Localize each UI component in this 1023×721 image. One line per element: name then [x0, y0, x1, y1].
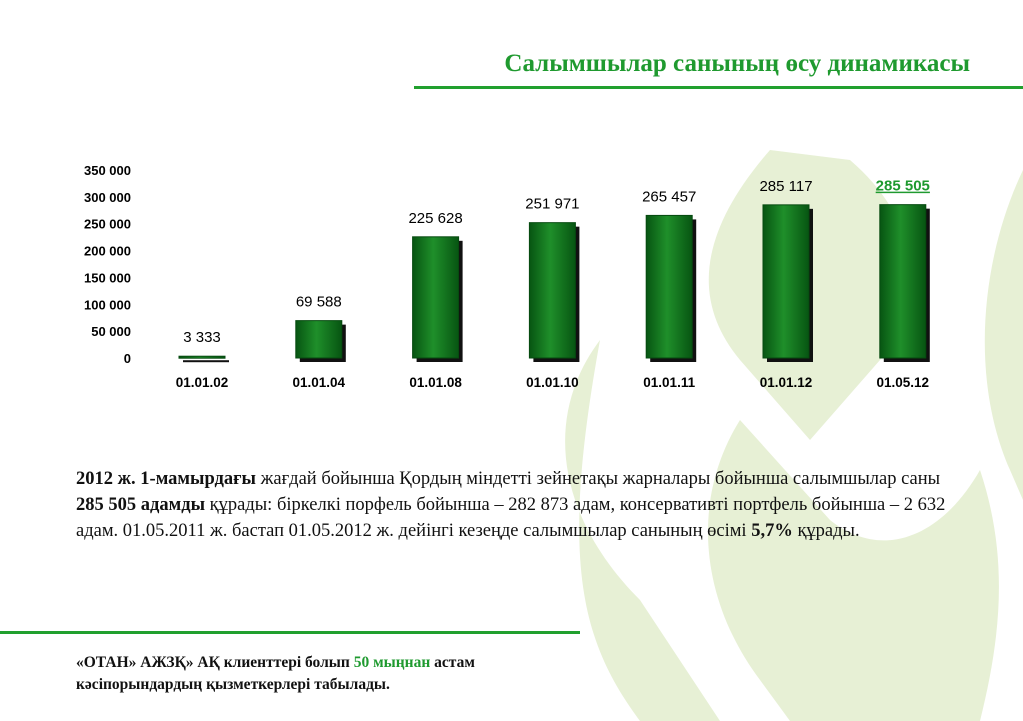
- y-tick-label: 0: [124, 351, 131, 366]
- bar: [879, 204, 927, 359]
- x-axis: 01.01.02 01.01.04 01.01.08 01.01.10 01.01.11…: [176, 375, 929, 390]
- footer-note: «ОТАН» АЖЗҚ» АҚ клиенттері болып 50 мыңн…: [76, 652, 596, 696]
- bar: [528, 222, 576, 359]
- bar-value-label: 69 588: [296, 294, 342, 311]
- bar: [295, 320, 343, 359]
- footer-divider: [0, 631, 580, 634]
- bar: [645, 214, 693, 359]
- bar: [762, 204, 810, 359]
- bar-shadow: [183, 360, 229, 363]
- title-divider: [414, 86, 1023, 89]
- bar: [412, 236, 460, 359]
- footer-highlight: 50 мыңнан: [353, 654, 431, 671]
- x-tick-label: 01.01.08: [409, 375, 462, 390]
- x-tick-label: 01.01.11: [643, 375, 695, 390]
- y-tick-label: 100 000: [84, 297, 131, 312]
- summary-growth: 5,7%: [751, 521, 793, 541]
- y-tick-label: 350 000: [84, 163, 131, 178]
- y-tick-label: 300 000: [84, 190, 131, 205]
- bars-group: 3 333 69 588 225 628 251 971 265 457 285 117 2…: [178, 178, 930, 363]
- bar-value-label: 251 971: [525, 196, 579, 213]
- page-title: Салымшылар санының өсу динамикасы: [504, 50, 970, 77]
- y-tick-label: 50 000: [91, 324, 131, 339]
- x-tick-label: 01.01.04: [293, 375, 346, 390]
- bar-value-label: 265 457: [642, 188, 696, 205]
- summary-date: 2012 ж. 1-мамырдағы: [76, 469, 256, 489]
- summary-total: 285 505 адамды: [76, 495, 206, 515]
- x-tick-label: 01.01.02: [176, 375, 229, 390]
- bar-value-label: 225 628: [408, 210, 462, 227]
- summary-part: құрады: біркелкі порфель бойынша – 282 8…: [76, 495, 946, 541]
- x-tick-label: 01.05.12: [877, 375, 930, 390]
- x-tick-label: 01.01.12: [760, 375, 813, 390]
- x-tick-label: 01.01.10: [526, 375, 579, 390]
- y-tick-label: 200 000: [84, 244, 131, 259]
- bar-value-label: 285 505: [876, 178, 930, 195]
- footer-part: «ОТАН» АЖЗҚ» АҚ клиенттері болып: [76, 654, 354, 671]
- bar-chart: 0 50 000 100 000 150 000 200 000 250 000 300 0…: [84, 163, 930, 390]
- y-axis: 0 50 000 100 000 150 000 200 000 250 000 300 0…: [84, 163, 131, 366]
- summary-text: 2012 ж. 1-мамырдағы жағдай бойынша Қорды…: [76, 466, 956, 544]
- bar: [178, 355, 226, 359]
- summary-part: жағдай бойынша Қордың міндетті зейнетақы…: [255, 469, 941, 489]
- bar-value-label: 3 333: [183, 329, 221, 346]
- y-tick-label: 150 000: [84, 270, 131, 285]
- y-tick-label: 250 000: [84, 217, 131, 232]
- summary-part: құрады.: [792, 521, 860, 541]
- bar-value-label: 285 117: [759, 178, 812, 195]
- footer-part: астам кәсіпорындардың қызметкерлері табы…: [76, 654, 475, 693]
